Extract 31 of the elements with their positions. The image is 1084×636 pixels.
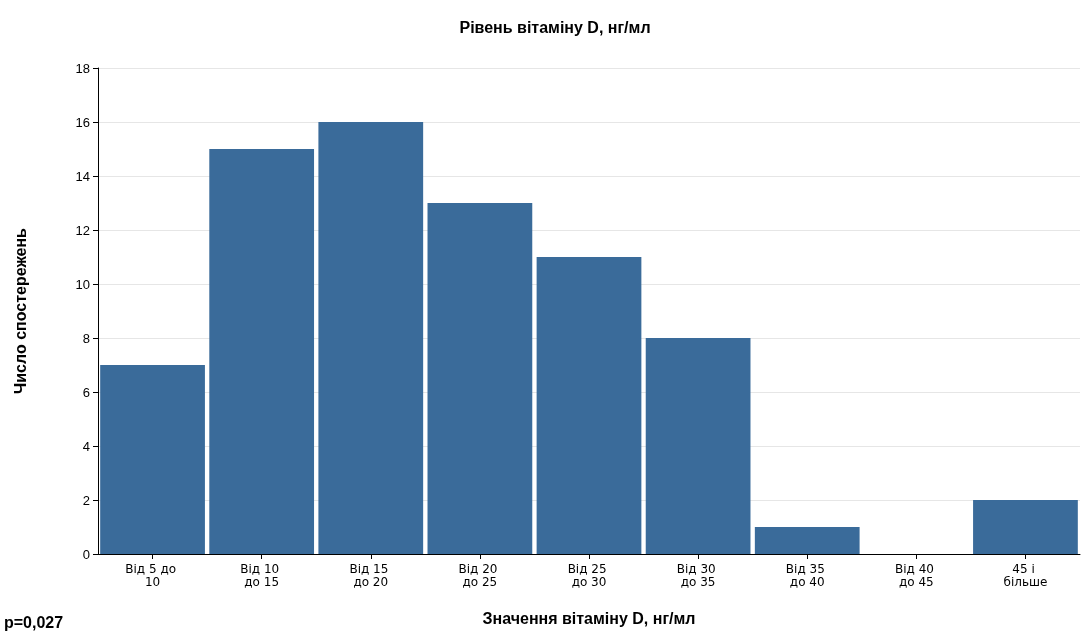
y-axis-title: Число спостережень (11, 227, 29, 394)
text: p=0,027 (4, 613, 64, 631)
y-tick-label: 2 (82, 492, 90, 508)
x-axis-title: Значення вітаміну D, нг/мл (482, 609, 696, 627)
bar (973, 500, 1078, 554)
x-tick-label: 45 і більше (1003, 561, 1048, 589)
bar (100, 365, 205, 554)
bar (645, 338, 751, 554)
x-tick-label: Від 5 до 10 (125, 561, 180, 589)
chart-title: Рівень вітаміну D, нг/мл (459, 18, 651, 36)
y-tick-label: 14 (75, 168, 90, 184)
y-tick-label: 16 (75, 114, 90, 130)
y-tick-label: 18 (75, 60, 90, 76)
x-tick-label: Від 10 до 15 (240, 561, 284, 589)
x-tick-label: Від 20 до 25 (458, 561, 502, 589)
y-tick-label: 4 (82, 438, 90, 454)
x-tick-label: Від 30 до 35 (676, 561, 720, 589)
y-tick-label: 12 (75, 222, 90, 238)
x-tick-label: Від 35 до 40 (785, 561, 829, 589)
bar (536, 257, 642, 554)
bar (209, 149, 315, 554)
x-tick-label: Від 25 до 30 (567, 561, 611, 589)
y-tick-label: 6 (82, 384, 90, 400)
bar (318, 122, 424, 554)
bar (427, 203, 533, 554)
y-tick-label: 8 (82, 330, 90, 346)
bar (754, 527, 860, 554)
x-tick-label: Від 15 до 20 (349, 561, 393, 589)
y-tick-label: 0 (82, 546, 90, 562)
y-tick-label: 10 (75, 276, 90, 292)
x-tick-label: Від 40 до 45 (894, 561, 938, 589)
